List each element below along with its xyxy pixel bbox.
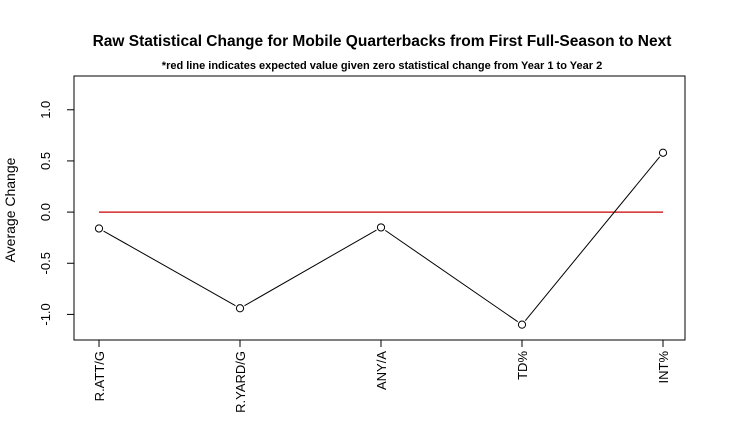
data-point: [235, 304, 245, 313]
x-tick-label: TD%: [515, 351, 530, 380]
x-axis: R.ATT/G R.YARD/G ANY/A TD% INT%: [92, 339, 671, 413]
x-tick-label: INT%: [656, 351, 671, 384]
series-layer: [94, 148, 668, 329]
series-segment: [384, 229, 519, 323]
y-tick-label: 0.0: [38, 203, 53, 221]
series-segment: [524, 156, 661, 321]
data-point: [94, 224, 104, 233]
x-tick-label: R.YARD/G: [233, 351, 248, 413]
y-tick-label: 0.5: [38, 152, 53, 170]
data-point: [376, 223, 386, 232]
chart-title: Raw Statistical Change for Mobile Quarte…: [93, 33, 672, 50]
series-segment: [244, 229, 377, 307]
y-tick-label: -1.0: [38, 303, 53, 325]
x-tick-label: R.ATT/G: [92, 351, 107, 401]
y-tick-label: 1.0: [38, 101, 53, 119]
series-segment: [103, 230, 236, 307]
y-tick-label: -0.5: [38, 252, 53, 274]
y-axis-label: Average Change: [2, 157, 18, 262]
plot-frame: [73, 75, 686, 341]
x-tick-label: ANY/A: [374, 351, 389, 390]
y-axis: -1.0 -0.5 0.0 0.5 1.0: [38, 101, 75, 326]
data-point: [658, 148, 668, 157]
data-point: [517, 320, 527, 329]
chart-subtitle: *red line indicates expected value given…: [162, 60, 602, 72]
